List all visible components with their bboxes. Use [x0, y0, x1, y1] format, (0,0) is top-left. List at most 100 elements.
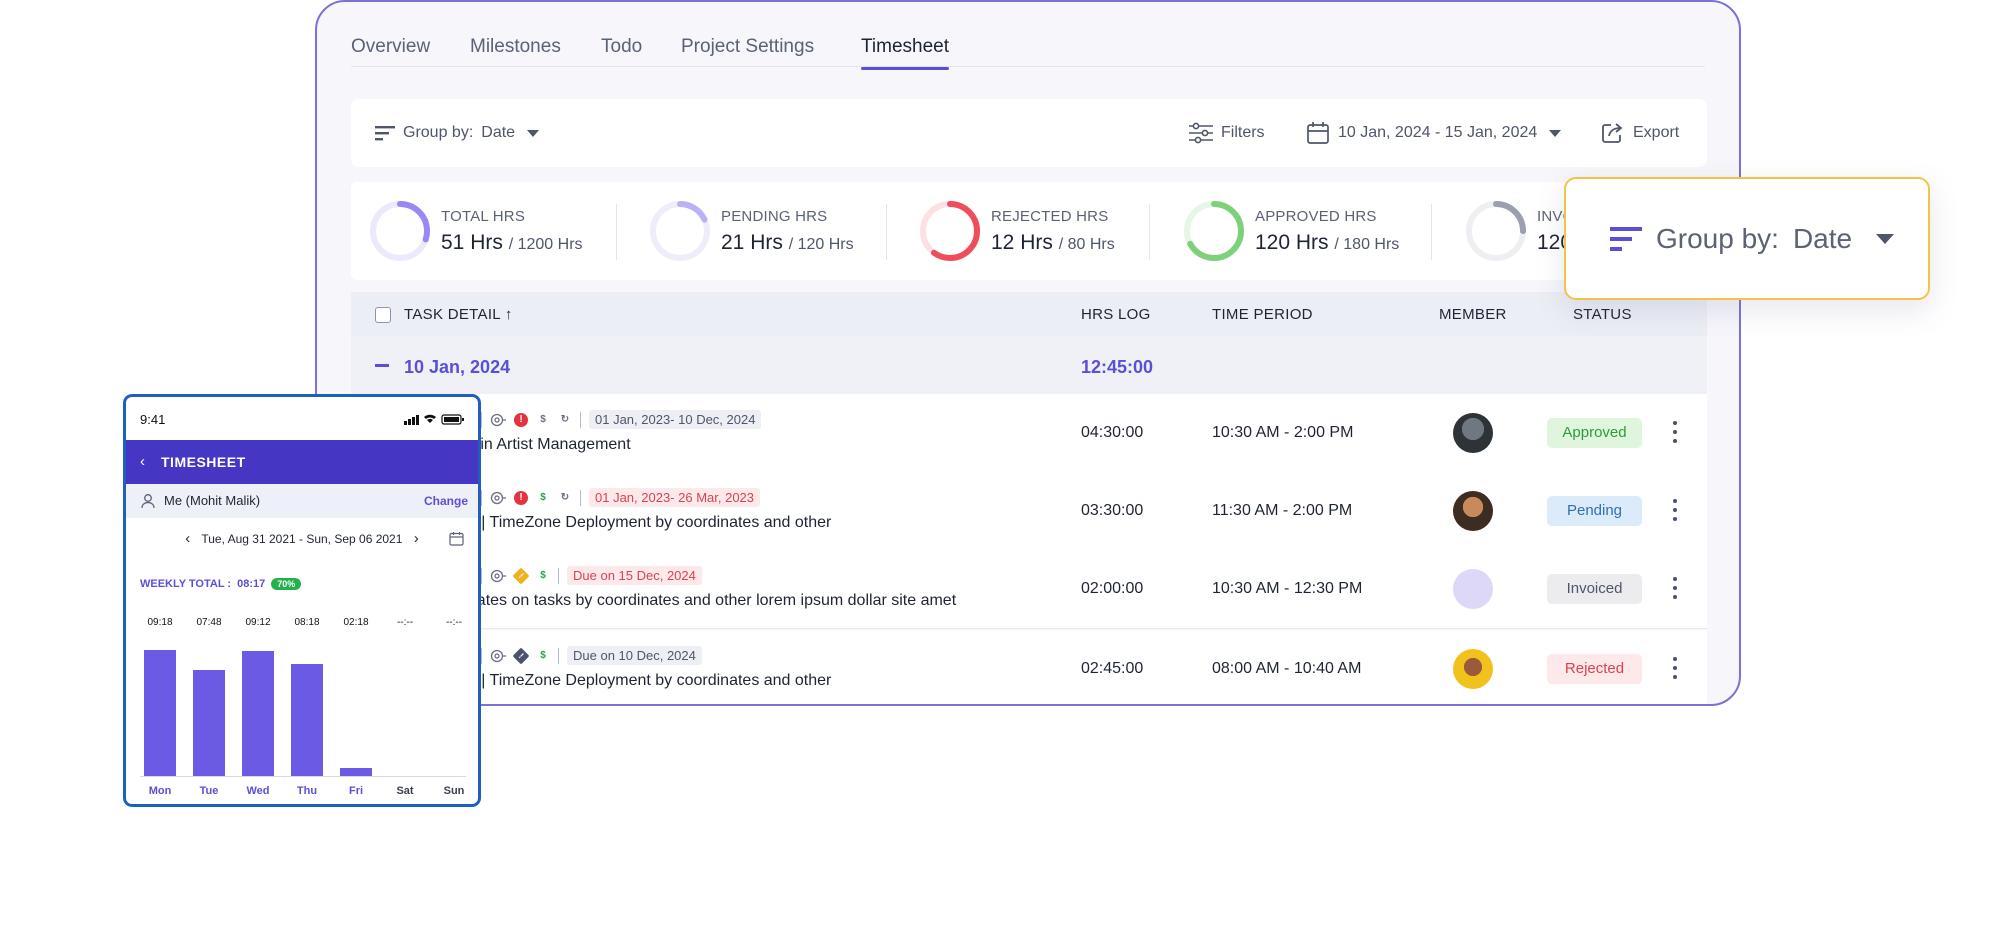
status-badge: Pending [1547, 496, 1642, 526]
calendar-icon[interactable] [449, 531, 464, 546]
eye-settings-icon [490, 413, 506, 426]
stat-rejected-hrs: REJECTED HRS 12 Hrs / 80 Hrs [919, 182, 1115, 280]
divider [580, 489, 581, 506]
task-title[interactable]: es in Artist Management [459, 436, 631, 453]
priority-icon: ! [514, 412, 528, 427]
export-icon [1602, 123, 1623, 143]
stat-value: 120 Hrs [1255, 230, 1329, 254]
prev-week-icon[interactable]: ‹ [185, 530, 191, 547]
user-selector: Me (Mohit Malik) Change [126, 484, 478, 518]
stat-label: PENDING HRS [721, 207, 828, 225]
extra-icon: ↻ [560, 414, 570, 425]
more-options-icon[interactable] [1673, 421, 1677, 443]
task-title[interactable]: pdates on tasks by coordinates and other… [459, 592, 957, 609]
filters-button[interactable]: Filters [1189, 99, 1265, 167]
avatar[interactable] [1453, 491, 1493, 531]
divider [616, 204, 617, 260]
header-member: MEMBER [1439, 306, 1507, 323]
divider [1431, 204, 1432, 260]
bar-tue[interactable] [193, 670, 225, 776]
tab-milestones[interactable]: Milestones [470, 36, 561, 57]
table-header: TASK DETAIL ↑ HRS LOG TIME PERIOD MEMBER… [351, 292, 1707, 336]
divider [580, 411, 581, 428]
day-label: Tue [199, 785, 219, 797]
eye-settings-icon [490, 649, 506, 662]
day-label: Thu [296, 785, 318, 797]
divider [481, 647, 482, 664]
bar-value-label: 09:18 [147, 617, 173, 628]
weekly-total: WEEKLY TOTAL : 08:17 70% [140, 578, 302, 590]
time-period: 11:30 AM - 2:00 PM [1212, 502, 1353, 519]
header-task-detail[interactable]: TASK DETAIL ↑ [404, 306, 513, 323]
tab-timesheet[interactable]: Timesheet [861, 36, 949, 70]
bar-thu[interactable] [291, 663, 323, 776]
table-row[interactable]: 1 ! $ Due on 10 Dec, 2024 23 | TimeZone … [351, 630, 1707, 704]
group-by-dropdown[interactable]: Group by: Date [375, 99, 540, 167]
tab-overview[interactable]: Overview [351, 36, 431, 57]
mobile-header: ‹ TIMESHEET [126, 440, 478, 484]
pending-hrs-ring [650, 201, 710, 261]
time-period: 08:00 AM - 10:40 AM [1212, 660, 1362, 677]
eye-settings-icon [490, 491, 506, 504]
week-range: ‹ Tue, Aug 31 2021 - Sun, Sep 06 2021 › [126, 530, 478, 547]
status-time: 9:41 [140, 412, 166, 427]
timesheet-window: Overview Milestones Todo Project Setting… [315, 0, 1741, 706]
more-options-icon[interactable] [1673, 499, 1677, 521]
hrs-log: 02:45:00 [1081, 660, 1144, 677]
group-by-popout[interactable]: Group by: Date [1564, 177, 1930, 300]
day-label: Fri [348, 785, 364, 797]
collapse-icon[interactable] [375, 364, 389, 367]
export-button[interactable]: Export [1601, 99, 1679, 167]
status-badge: Invoiced [1547, 574, 1642, 604]
task-title[interactable]: 23 | TimeZone Deployment by coordinates … [459, 514, 832, 531]
hrs-log: 02:00:00 [1081, 580, 1144, 597]
table-row[interactable]: 1 ! $ ↻ 01 Jan, 2023- 10 Dec, 2024 es in… [351, 394, 1707, 473]
day-label: Sun [443, 785, 465, 797]
hrs-log: 03:30:00 [1081, 502, 1144, 519]
dollar-icon: $ [540, 570, 546, 581]
invoiced-hrs-ring [1466, 201, 1526, 261]
user-name: Me (Mohit Malik) [164, 493, 261, 508]
weekly-percent-badge: 70% [271, 578, 302, 590]
stat-pending-hrs: PENDING HRS 21 Hrs / 120 Hrs [649, 182, 854, 280]
tab-project-settings[interactable]: Project Settings [681, 36, 815, 57]
group-by-label: Group by: [403, 124, 474, 141]
task-title[interactable]: 23 | TimeZone Deployment by coordinates … [459, 672, 832, 689]
table-row[interactable]: 1 ! $ ↻ 01 Jan, 2023- 26 Mar, 2023 23 | … [351, 472, 1707, 551]
more-options-icon[interactable] [1673, 657, 1677, 679]
time-period: 10:30 AM - 2:00 PM [1212, 424, 1354, 441]
weekly-total-label: WEEKLY TOTAL : [140, 578, 232, 590]
header-time-period: TIME PERIOD [1212, 306, 1313, 323]
sort-lines-icon [375, 126, 395, 141]
table-row[interactable]: 1 ! $ Due on 15 Dec, 2024 pdates on task… [351, 550, 1707, 629]
tab-todo[interactable]: Todo [601, 36, 643, 57]
weekly-total-value: 08:17 [237, 578, 266, 590]
task-date-range: Due on 10 Dec, 2024 [567, 646, 702, 665]
back-icon[interactable]: ‹ [140, 453, 145, 470]
change-user-button[interactable]: Change [423, 494, 468, 508]
bar-value-label: 08:18 [294, 617, 320, 628]
select-all-checkbox[interactable] [375, 307, 391, 323]
bar-mon[interactable] [144, 650, 176, 776]
toolbar: Group by: Date Filters 10 Jan, 2024 - 15… [351, 99, 1707, 167]
total-hrs-ring [370, 201, 430, 261]
more-options-icon[interactable] [1673, 577, 1677, 599]
priority-icon: ! [512, 647, 530, 664]
popout-label: Group by: [1656, 222, 1779, 254]
bar-wed[interactable] [242, 651, 274, 776]
avatar[interactable] [1453, 569, 1493, 609]
bar-fri[interactable] [340, 767, 372, 776]
avatar[interactable] [1453, 649, 1493, 689]
bar-value-label: 07:48 [196, 617, 222, 628]
next-week-icon[interactable]: › [413, 530, 419, 547]
mobile-title: TIMESHEET [161, 454, 246, 470]
stat-total: / 120 Hrs [788, 235, 854, 253]
stat-value: 51 Hrs [441, 230, 503, 254]
stat-value: 21 Hrs [721, 230, 783, 254]
dollar-icon: $ [540, 650, 546, 661]
date-range-picker[interactable]: 10 Jan, 2024 - 15 Jan, 2024 [1306, 99, 1562, 167]
stat-total-hrs: TOTAL HRS 51 Hrs / 1200 Hrs [369, 182, 583, 280]
avatar[interactable] [1453, 413, 1493, 453]
status-badge: Approved [1547, 418, 1642, 448]
weekly-bar-chart: 09:18 Mon 07:48 Tue 09:12 Wed 08:18 Thu 02:18 Fri… [126, 617, 478, 797]
